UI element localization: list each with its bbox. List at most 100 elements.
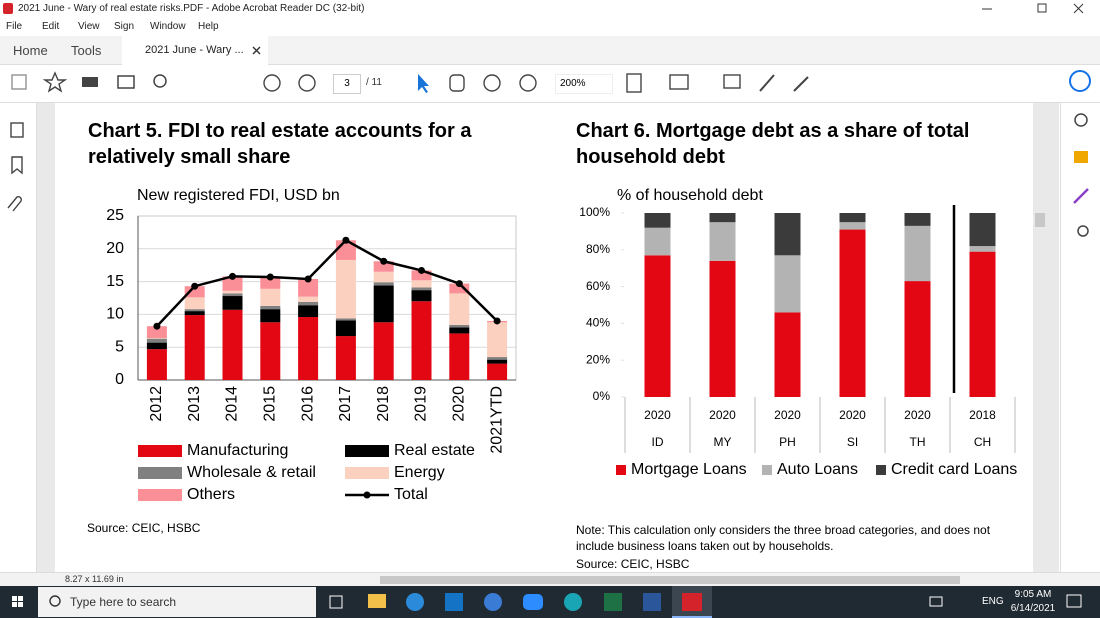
select-icon[interactable]	[418, 74, 429, 93]
right-panel	[1060, 103, 1100, 572]
x-tick-label: 2016	[299, 386, 316, 422]
notifications-icon[interactable]	[1066, 594, 1082, 608]
scroll-thumb[interactable]	[1035, 213, 1045, 227]
fill-sign-icon[interactable]	[1073, 188, 1089, 204]
legend-swatch	[138, 467, 182, 479]
word-icon[interactable]	[643, 593, 661, 611]
horizontal-scroll-thumb[interactable]	[380, 576, 960, 584]
mail-icon[interactable]	[117, 75, 135, 89]
menu-item[interactable]: Help	[198, 21, 219, 32]
status-bar: 8.27 x 11.69 in	[0, 572, 1100, 587]
next-page-icon[interactable]	[298, 74, 316, 92]
bar-segment	[709, 213, 736, 223]
search-glyph	[49, 595, 61, 607]
explorer-icon[interactable]	[368, 594, 386, 608]
menu-item[interactable]: Edit	[42, 21, 60, 32]
x-tick-label: 2020	[451, 386, 468, 422]
window-controls[interactable]	[970, 0, 1100, 18]
sign-icon[interactable]	[793, 76, 809, 92]
app-icon[interactable]	[484, 593, 502, 611]
bar-segment	[222, 290, 243, 294]
app-icon	[3, 3, 13, 14]
comment-icon[interactable]	[723, 74, 741, 89]
hand-icon[interactable]	[449, 74, 465, 92]
menu-item[interactable]: File	[6, 21, 23, 32]
bar-segment	[298, 305, 319, 318]
zoom-icon[interactable]	[523, 594, 543, 610]
browser-icon[interactable]	[564, 593, 582, 611]
tab-close[interactable]	[252, 46, 261, 55]
chart-subtitle: New registered FDI, USD bn	[137, 187, 340, 204]
task-view[interactable]	[329, 595, 343, 609]
x-tick-label: 2015	[262, 386, 279, 422]
outlook-icon[interactable]	[445, 593, 463, 611]
y-tick-label: 15	[106, 273, 124, 290]
home-tab[interactable]: Home	[13, 43, 48, 58]
bar-segment	[184, 315, 205, 380]
print-icon[interactable]	[82, 77, 98, 87]
bar-segment	[774, 255, 801, 313]
menu-item[interactable]: Sign	[114, 21, 135, 32]
language[interactable]: ENG	[982, 596, 1004, 607]
x-tick-label: 2013	[186, 386, 203, 422]
tools-tab[interactable]: Tools	[71, 43, 102, 58]
x-tick-label: PH	[779, 435, 796, 449]
legend-swatch	[616, 465, 626, 475]
bar-segment	[222, 276, 243, 291]
total-marker	[455, 280, 463, 288]
left-gutter	[37, 103, 55, 572]
save-icon[interactable]	[11, 74, 27, 90]
scroll-mode-icon[interactable]	[669, 74, 689, 90]
prev-page-icon[interactable]	[263, 74, 281, 92]
page-number-input[interactable]: 3	[333, 74, 361, 94]
zoom-out-icon[interactable]	[483, 74, 501, 92]
edge-icon[interactable]	[406, 593, 424, 611]
bar-segment	[335, 336, 356, 380]
bar-segment	[487, 359, 508, 364]
pages-icon[interactable]	[10, 122, 24, 138]
title-bar: 2021 June - Wary of real estate risks.PD…	[0, 0, 1100, 18]
x-year-label: 2020	[709, 408, 736, 422]
window-title: 2021 June - Wary of real estate risks.PD…	[18, 3, 365, 14]
legend-swatch	[345, 467, 389, 479]
bar-segment	[146, 326, 167, 339]
x-year-label: 2018	[969, 408, 996, 422]
bar-segment	[373, 271, 394, 283]
fit-icon[interactable]	[626, 73, 642, 93]
total-marker	[229, 272, 236, 280]
legend-label: Energy	[394, 464, 445, 481]
bar-segment	[222, 293, 243, 297]
bar-segment	[644, 227, 671, 256]
tray-icons[interactable]	[929, 596, 943, 607]
y-tick-label: 100%	[579, 205, 610, 219]
clock-date[interactable]: 6/14/2021	[1010, 603, 1056, 614]
document-tab[interactable]: 2021 June - Wary ...	[122, 36, 268, 65]
more-tools-icon[interactable]	[1077, 225, 1089, 237]
bar-segment	[411, 280, 432, 288]
menu-item[interactable]: Window	[150, 21, 186, 32]
excel-icon[interactable]	[604, 593, 622, 611]
start-button[interactable]	[12, 596, 23, 607]
bar-segment	[146, 349, 167, 380]
bar-segment	[298, 296, 319, 302]
highlight-icon[interactable]	[759, 74, 775, 92]
share-icon[interactable]	[1069, 70, 1091, 92]
search-box[interactable]	[38, 587, 316, 617]
bookmark-icon[interactable]	[11, 156, 23, 175]
comment-tool-icon[interactable]	[1074, 151, 1088, 163]
clock-time[interactable]: 9:05 AM	[1014, 589, 1052, 600]
star-icon[interactable]	[42, 71, 68, 93]
legend-label: Real estate	[394, 442, 475, 459]
legend-label: Total	[394, 486, 428, 503]
bar-segment	[184, 297, 205, 310]
total-marker	[380, 257, 388, 265]
attachment-icon[interactable]	[7, 196, 22, 212]
taskbar: Type here to search ENG 9:05 AM 6/14/202…	[0, 586, 1100, 618]
x-tick-label: 2012	[148, 386, 165, 422]
zoom-in-icon[interactable]	[519, 74, 537, 92]
zoom-select[interactable]: 200%	[555, 74, 613, 94]
menu-item[interactable]: View	[78, 21, 100, 32]
zoom-tool-icon[interactable]	[1074, 113, 1088, 127]
search-icon[interactable]	[153, 74, 167, 88]
legend-marker	[363, 491, 371, 499]
